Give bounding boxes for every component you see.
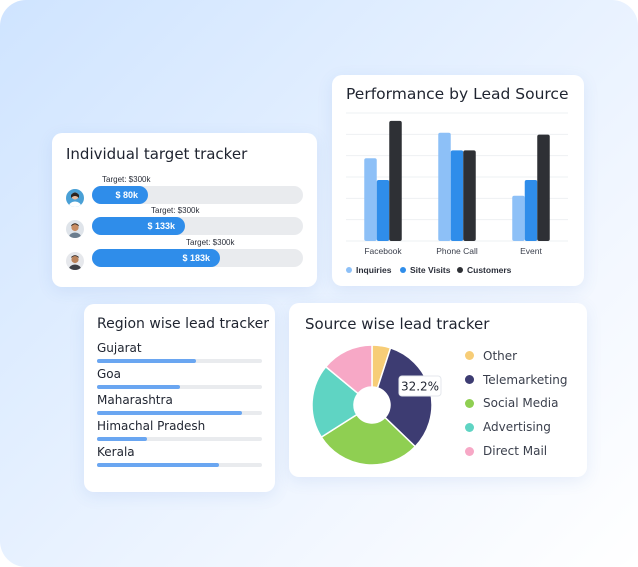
legend-label: Direct Mail <box>483 444 548 459</box>
pie-legend: Other Telemarketing Social Media Advertisin… <box>465 344 568 463</box>
region-item: Maharashtra <box>97 393 262 415</box>
region-item: Kerala <box>97 445 262 467</box>
target-row: Target: $300k $ 183k <box>66 238 306 274</box>
legend-label: Telemarketing <box>483 372 568 387</box>
region-progress-fill <box>97 437 147 441</box>
legend-marker <box>465 398 474 408</box>
slice-label-box <box>398 375 442 397</box>
target-row: Target: $300k $ 133k <box>66 206 306 242</box>
region-item: Goa <box>97 367 262 389</box>
bar <box>463 150 476 241</box>
bar <box>524 179 538 241</box>
target-progress-fill: $ 183k <box>92 249 220 267</box>
target-progress-track: $ 183k <box>92 249 303 267</box>
slice-label-text: 32.2% <box>401 380 439 394</box>
region-progress-fill <box>97 463 220 467</box>
avatar <box>66 252 84 270</box>
region-name: Himachal Pradesh <box>97 419 206 433</box>
legend-item: Other <box>465 344 568 368</box>
region-name: Gujarat <box>97 341 142 355</box>
performance-by-lead-source-card: Performance by Lead Source Facebook Phone… <box>332 75 584 286</box>
x-tick-label: Facebook <box>364 246 402 256</box>
region-item: Himachal Pradesh <box>97 419 262 441</box>
bar <box>438 132 451 241</box>
region-item: Gujarat <box>97 341 262 363</box>
avatar <box>66 220 84 238</box>
legend-marker <box>400 267 406 273</box>
legend-label: Advertising <box>483 420 551 435</box>
target-progress-track: $ 80k <box>92 186 303 204</box>
legend-item: Advertising <box>465 415 568 439</box>
bar <box>376 179 390 241</box>
region-name: Kerala <box>97 445 135 459</box>
individual-target-tracker-title: Individual target tracker <box>66 145 248 163</box>
region-tracker-title: Region wise lead tracker <box>97 316 269 332</box>
slice-value-label: 32.2% <box>398 375 442 397</box>
avatar <box>66 189 84 207</box>
legend-label: Customers <box>467 265 512 275</box>
individual-target-tracker-card: Individual target tracker Target: $300k … <box>52 133 317 287</box>
legend-label: Inquiries <box>356 265 392 275</box>
target-label: Target: $300k <box>186 238 235 247</box>
region-progress-fill <box>97 359 196 363</box>
target-row: Target: $300k $ 80k <box>66 175 306 211</box>
legend-marker <box>465 351 474 361</box>
legend-marker <box>465 422 474 432</box>
legend-marker <box>346 267 352 273</box>
region-wise-lead-tracker-card: Region wise lead tracker Gujarat Goa Mahar… <box>84 304 275 492</box>
region-name: Goa <box>97 367 121 381</box>
pie-slice <box>320 413 417 466</box>
region-progress-track <box>97 411 262 415</box>
bar <box>389 120 402 241</box>
target-progress-fill: $ 133k <box>92 217 185 235</box>
source-tracker-title: Source wise lead tracker <box>305 315 490 333</box>
region-progress-fill <box>97 385 180 389</box>
legend-label: Site Visits <box>410 265 451 275</box>
target-label: Target: $300k <box>151 206 200 215</box>
region-progress-track <box>97 463 262 467</box>
target-progress-fill: $ 80k <box>92 186 148 204</box>
region-progress-track <box>97 437 262 441</box>
bar <box>450 150 464 241</box>
target-progress-track: $ 133k <box>92 217 303 235</box>
legend-marker <box>457 267 463 273</box>
performance-chart-title: Performance by Lead Source <box>346 85 569 103</box>
performance-bar-chart: Facebook Phone Call Event Inquiries Site Vis… <box>346 112 568 275</box>
x-tick-label: Event <box>520 246 542 256</box>
region-progress-fill <box>97 411 243 415</box>
region-progress-track <box>97 359 262 363</box>
legend-item: Social Media <box>465 392 568 416</box>
target-label: Target: $300k <box>102 175 151 184</box>
bar <box>512 195 525 241</box>
legend-label: Other <box>483 348 518 363</box>
source-wise-lead-tracker-card: Source wise lead tracker 32.2% Other Tele… <box>289 303 587 477</box>
legend-marker <box>465 375 474 385</box>
legend-item: Telemarketing <box>465 368 568 392</box>
pie-slice <box>376 346 433 448</box>
bar <box>537 134 550 241</box>
pie-slice <box>324 344 373 395</box>
legend-item: Direct Mail <box>465 439 568 463</box>
legend-marker <box>465 446 474 456</box>
region-progress-track <box>97 385 262 389</box>
region-name: Maharashtra <box>97 393 173 407</box>
x-tick-label: Phone Call <box>436 246 478 256</box>
source-pie-chart: 32.2% <box>311 344 442 466</box>
legend-label: Social Media <box>483 396 559 411</box>
bar <box>364 158 377 241</box>
